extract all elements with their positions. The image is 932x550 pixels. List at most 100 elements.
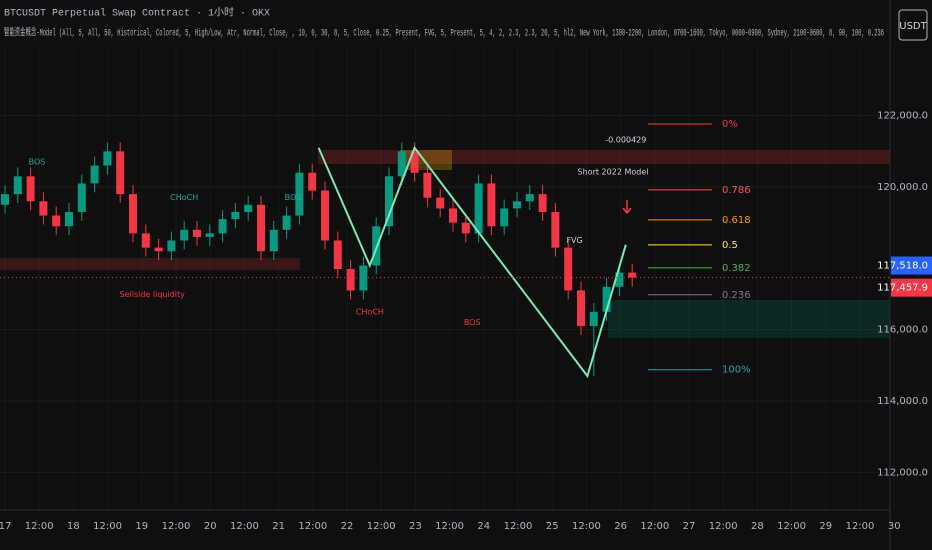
candle-body xyxy=(103,151,112,166)
x-tick-label: 26 xyxy=(614,521,627,532)
candle-body xyxy=(513,201,521,209)
indicator-settings: 智能资金概念-Model (All, 5, All, 50, Historica… xyxy=(4,26,884,40)
candle-body xyxy=(577,290,585,327)
candle-body xyxy=(141,233,150,248)
candle-body xyxy=(1,194,9,205)
x-tick-label: 25 xyxy=(546,521,559,532)
x-tick-label: 21 xyxy=(272,521,285,532)
order-block xyxy=(318,150,890,164)
x-tick-label: 27 xyxy=(683,521,696,532)
y-tick-label: 120,000.0 xyxy=(877,182,928,193)
x-tick-label: 24 xyxy=(477,521,490,532)
y-tick-label: 116,000.0 xyxy=(877,325,928,336)
candle-body xyxy=(538,194,547,212)
x-tick-label: 22 xyxy=(341,521,354,532)
candle-body xyxy=(295,172,304,216)
candle-body xyxy=(180,229,189,241)
zigzag-line xyxy=(317,145,627,379)
annotation: FVG xyxy=(566,236,582,245)
candle-body xyxy=(397,151,406,177)
fib-label: 100% xyxy=(722,365,751,376)
y-tick-label: 122,000.0 xyxy=(877,111,928,122)
candle-body xyxy=(615,272,624,287)
x-tick-label: 29 xyxy=(819,521,832,532)
annotation: CHoCH xyxy=(170,193,198,202)
candle-body xyxy=(90,165,99,184)
x-tick-label: 17 xyxy=(0,521,11,532)
x-tick-label: 12:00 xyxy=(435,521,464,532)
candle-body xyxy=(346,269,355,291)
fib-label: 0.236 xyxy=(722,290,751,301)
x-tick-label: 18 xyxy=(67,521,80,532)
annotation: BOS xyxy=(464,318,481,327)
candle-body xyxy=(423,172,432,198)
candle-body xyxy=(282,215,291,230)
annotation: Short 2022 Model xyxy=(578,168,649,177)
candle-body xyxy=(602,286,611,312)
candle-body xyxy=(525,194,534,202)
candle-body xyxy=(487,183,496,227)
candle-body xyxy=(77,183,86,212)
annotation: CHoCH xyxy=(356,307,384,316)
y-tick-label: 114,000.0 xyxy=(877,396,928,407)
candle-body xyxy=(193,229,201,237)
x-tick-label: 28 xyxy=(751,521,764,532)
candle-body xyxy=(359,265,368,291)
annotation: Sellside liquidity xyxy=(120,290,186,299)
fib-label: 0.5 xyxy=(722,240,738,251)
symbol-title: BTCUSDT Perpetual Swap Contract · 1小时 · … xyxy=(4,7,270,20)
candle-body xyxy=(461,222,470,234)
x-tick-label: 12:00 xyxy=(25,521,54,532)
x-tick-label: 12:00 xyxy=(777,521,806,532)
candle-body xyxy=(551,211,560,248)
candle-body xyxy=(628,272,637,278)
candle-body xyxy=(308,172,317,191)
currency-button[interactable] xyxy=(898,9,928,41)
candle-body xyxy=(167,240,176,252)
x-tick-label: 30 xyxy=(888,521,901,532)
x-tick-label: 12:00 xyxy=(640,521,669,532)
candle-body xyxy=(449,208,457,223)
candle-body xyxy=(218,219,227,234)
fib-label: 0.618 xyxy=(722,215,751,226)
candle-body xyxy=(116,151,125,195)
annotation: -0.000429 xyxy=(605,135,646,144)
annotation: BOS xyxy=(285,193,302,202)
candle-body xyxy=(321,190,329,241)
x-tick-label: 12:00 xyxy=(367,521,396,532)
candle-body xyxy=(244,204,253,212)
entry-arrow xyxy=(622,200,632,215)
candle-body xyxy=(26,176,35,202)
candle-body xyxy=(13,176,22,195)
candle-body xyxy=(52,215,61,227)
price-tag-label: 117,457.9 xyxy=(877,283,928,294)
demand-zone xyxy=(608,300,890,338)
x-tick-label: 12:00 xyxy=(846,521,875,532)
order-block xyxy=(0,258,300,270)
candle-body xyxy=(589,311,598,327)
x-tick-label: 12:00 xyxy=(504,521,533,532)
x-tick-label: 23 xyxy=(409,521,422,532)
candle-body xyxy=(436,197,445,209)
x-tick-label: 12:00 xyxy=(230,521,259,532)
candle-body xyxy=(231,211,240,220)
candle-body xyxy=(385,176,393,227)
price-tag xyxy=(891,256,932,275)
candle-body xyxy=(564,247,573,291)
x-tick-label: 12:00 xyxy=(162,521,191,532)
currency-label[interactable]: USDT xyxy=(899,21,927,32)
candle-body xyxy=(333,240,342,270)
candle-body xyxy=(65,211,73,227)
annotation: BOS xyxy=(29,158,46,167)
x-tick-label: 12:00 xyxy=(709,521,738,532)
candle-body xyxy=(500,208,509,227)
x-tick-label: 12:00 xyxy=(572,521,601,532)
candle-body xyxy=(257,204,265,252)
x-tick-label: 20 xyxy=(204,521,217,532)
candle-body xyxy=(474,183,483,234)
candle-body xyxy=(39,201,48,216)
candle-body xyxy=(205,233,214,237)
price-tag-label: 117,518.0 xyxy=(877,261,928,272)
